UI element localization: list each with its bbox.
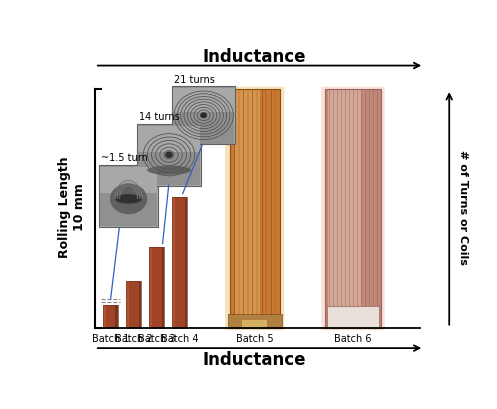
Bar xyxy=(103,305,115,328)
FancyBboxPatch shape xyxy=(225,88,284,330)
Text: 21 turns: 21 turns xyxy=(174,74,215,84)
Bar xyxy=(172,197,185,328)
Text: Batch 4: Batch 4 xyxy=(161,333,198,344)
Bar xyxy=(103,305,118,328)
FancyBboxPatch shape xyxy=(321,88,385,330)
Text: Batch 1: Batch 1 xyxy=(91,333,129,344)
Ellipse shape xyxy=(115,195,142,204)
Bar xyxy=(230,90,280,328)
Bar xyxy=(100,166,157,226)
Bar xyxy=(99,166,159,227)
Bar xyxy=(139,281,141,328)
Bar xyxy=(149,247,164,328)
Circle shape xyxy=(111,185,147,214)
Bar xyxy=(172,87,236,145)
Text: Inductance: Inductance xyxy=(203,350,307,368)
Bar xyxy=(325,90,381,328)
Bar xyxy=(235,90,260,328)
Bar xyxy=(149,247,150,328)
Bar xyxy=(126,281,139,328)
Text: Batch 6: Batch 6 xyxy=(334,333,372,344)
Text: Rolling Length
10 mm: Rolling Length 10 mm xyxy=(58,156,86,257)
Bar xyxy=(138,126,200,152)
Bar xyxy=(172,197,173,328)
Bar xyxy=(230,90,280,328)
Bar xyxy=(173,88,234,144)
Text: ~1.5 turn: ~1.5 turn xyxy=(101,153,148,163)
Bar xyxy=(172,197,187,328)
Text: Batch 5: Batch 5 xyxy=(236,333,273,344)
Bar xyxy=(137,125,201,186)
Bar xyxy=(138,126,200,185)
Bar xyxy=(149,247,162,328)
Bar xyxy=(173,89,234,113)
Bar xyxy=(149,247,152,328)
Text: # of Turns or Coils: # of Turns or Coils xyxy=(458,149,468,264)
Bar xyxy=(126,281,127,328)
Bar xyxy=(126,281,141,328)
Text: Batch 3: Batch 3 xyxy=(138,333,175,344)
Bar xyxy=(327,306,379,328)
Bar xyxy=(172,197,175,328)
Bar xyxy=(242,320,267,328)
Bar xyxy=(228,315,282,328)
Ellipse shape xyxy=(147,166,191,175)
Bar xyxy=(185,197,187,328)
Bar xyxy=(103,305,105,328)
Bar xyxy=(126,281,129,328)
Bar xyxy=(162,247,164,328)
Bar xyxy=(328,90,361,328)
Text: Inductance: Inductance xyxy=(203,48,307,66)
Circle shape xyxy=(166,153,172,158)
Bar xyxy=(115,305,118,328)
Bar xyxy=(103,305,104,328)
Bar xyxy=(100,167,157,193)
Circle shape xyxy=(201,114,206,118)
Bar xyxy=(325,90,381,328)
Text: 14 turns: 14 turns xyxy=(139,112,180,122)
Text: Batch 2: Batch 2 xyxy=(115,333,152,344)
